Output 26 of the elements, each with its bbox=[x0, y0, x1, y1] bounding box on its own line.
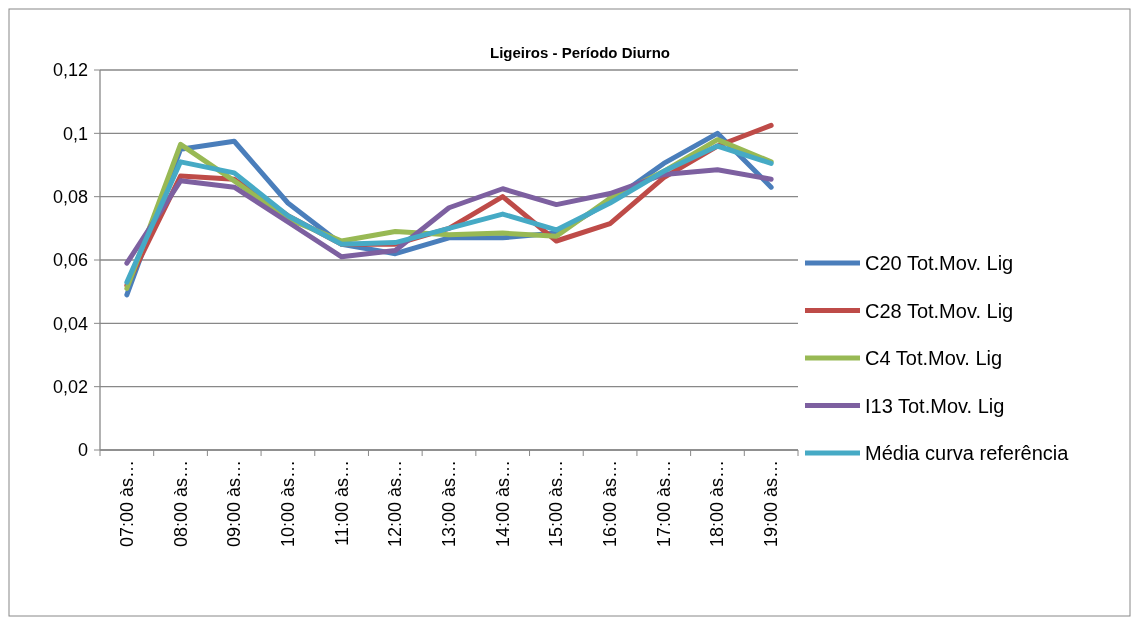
y-tick-label: 0,1 bbox=[62, 123, 88, 144]
legend-label: C28 Tot.Mov. Lig bbox=[865, 299, 1014, 322]
legend-label: C20 Tot.Mov. Lig bbox=[865, 252, 1014, 274]
legend-label: Média curva referência bbox=[865, 442, 1070, 464]
chart-title: Ligeiros - Período Diurno bbox=[489, 44, 671, 61]
x-tick-label: 17:00 às… bbox=[653, 460, 674, 548]
x-tick-label: 08:00 às… bbox=[170, 460, 191, 548]
y-tick-label: 0,04 bbox=[52, 313, 88, 334]
x-tick-label: 11:00 às… bbox=[331, 460, 352, 546]
legend-label: I13 Tot.Mov. Lig bbox=[865, 394, 1005, 417]
x-tick-label: 12:00 às… bbox=[385, 460, 406, 548]
x-tick-label: 10:00 às… bbox=[277, 460, 298, 548]
x-tick-label: 19:00 às… bbox=[761, 460, 782, 548]
x-tick-label: 07:00 às… bbox=[116, 460, 137, 548]
y-tick-label: 0 bbox=[77, 440, 88, 461]
y-tick-label: 0,06 bbox=[52, 250, 88, 271]
x-tick-label: 13:00 às… bbox=[439, 460, 459, 548]
y-tick-label: 0,08 bbox=[52, 186, 88, 207]
y-tick-label: 0,02 bbox=[52, 376, 88, 397]
legend-label: C4 Tot.Mov. Lig bbox=[865, 347, 1003, 369]
x-tick-label: 16:00 às… bbox=[600, 460, 621, 548]
x-tick-label: 18:00 às… bbox=[707, 460, 728, 548]
x-tick-label: 14:00 às… bbox=[492, 460, 513, 548]
x-tick-label: 15:00 às… bbox=[546, 460, 567, 548]
y-tick-label: 0,12 bbox=[52, 60, 88, 81]
x-tick-label: 09:00 às… bbox=[224, 460, 245, 548]
